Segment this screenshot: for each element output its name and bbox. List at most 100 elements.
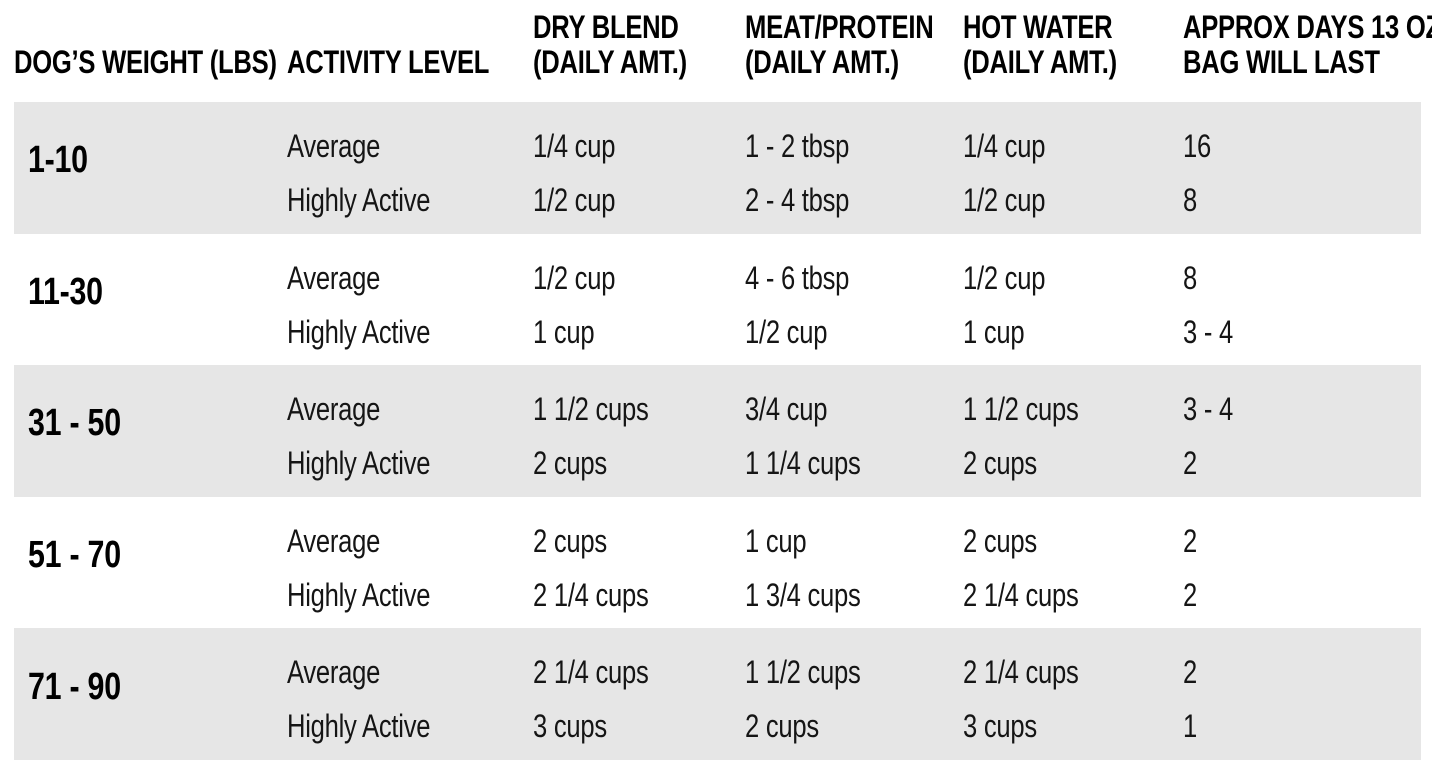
table-row: 51 - 70 Average Highly Active 2 cups 2 1…: [14, 497, 1421, 629]
weight-range: 1-10: [28, 139, 88, 182]
weight-range-cell: 51 - 70: [14, 497, 287, 629]
dry-blend-amount: 1 cup: [533, 313, 595, 350]
hot-water-cell: 1/2 cup 1 cup: [963, 234, 1183, 366]
days-cell: 2 2: [1183, 497, 1421, 629]
meat-protein-cell: 1 cup 1 3/4 cups: [745, 497, 963, 629]
meat-protein-amount: 2 cups: [745, 708, 819, 745]
meat-protein-amount: 1 1/2 cups: [745, 654, 861, 691]
dry-blend-cell: 1/4 cup 1/2 cup: [533, 102, 745, 234]
meat-protein-amount: 1/2 cup: [745, 313, 828, 350]
column-header-line: DRY BLEND: [533, 9, 679, 45]
column-header-activity-level: ACTIVITY LEVEL: [287, 10, 533, 102]
meat-protein-cell: 1 - 2 tbsp 2 - 4 tbsp: [745, 102, 963, 234]
dry-blend-amount: 2 cups: [533, 522, 607, 559]
column-header-line: DOG’S WEIGHT (LBS): [14, 44, 277, 80]
days-bag-lasts: 2: [1183, 576, 1197, 613]
column-header-meat-protein: MEAT/PROTEIN (DAILY AMT.): [745, 10, 963, 102]
hot-water-amount: 1/2 cup: [963, 259, 1046, 296]
activity-level: Highly Active: [287, 313, 431, 350]
column-header-line: (DAILY AMT.): [533, 44, 687, 80]
activity-cell: Average Highly Active: [287, 497, 533, 629]
column-header-line: HOT WATER: [963, 9, 1113, 45]
days-cell: 16 8: [1183, 102, 1421, 234]
meat-protein-amount: 4 - 6 tbsp: [745, 259, 850, 296]
activity-level: Average: [287, 259, 381, 296]
weight-range: 31 - 50: [28, 402, 121, 445]
hot-water-amount: 2 cups: [963, 522, 1037, 559]
dry-blend-amount: 1/2 cup: [533, 259, 616, 296]
hot-water-amount: 1/4 cup: [963, 128, 1046, 164]
hot-water-amount: 2 cups: [963, 445, 1037, 482]
weight-range: 51 - 70: [28, 534, 121, 577]
dry-blend-amount: 1/4 cup: [533, 128, 616, 164]
hot-water-amount: 2 1/4 cups: [963, 654, 1079, 691]
activity-level: Highly Active: [287, 708, 431, 745]
hot-water-amount: 1 cup: [963, 313, 1025, 350]
dry-blend-cell: 2 cups 2 1/4 cups: [533, 497, 745, 629]
meat-protein-amount: 1 3/4 cups: [745, 576, 861, 613]
column-header-line: (DAILY AMT.): [963, 44, 1117, 80]
activity-cell: Average Highly Active: [287, 234, 533, 366]
days-bag-lasts: 1: [1183, 708, 1197, 745]
activity-cell: Average Highly Active: [287, 628, 533, 760]
dry-blend-cell: 1/2 cup 1 cup: [533, 234, 745, 366]
meat-protein-cell: 4 - 6 tbsp 1/2 cup: [745, 234, 963, 366]
column-header-hot-water: HOT WATER (DAILY AMT.): [963, 10, 1183, 102]
meat-protein-cell: 3/4 cup 1 1/4 cups: [745, 365, 963, 497]
hot-water-cell: 1/4 cup 1/2 cup: [963, 102, 1183, 234]
column-header-line: ACTIVITY LEVEL: [287, 44, 490, 80]
dry-blend-amount: 2 1/4 cups: [533, 654, 649, 691]
column-header-dry-blend: DRY BLEND (DAILY AMT.): [533, 10, 745, 102]
days-bag-lasts: 3 - 4: [1183, 313, 1233, 350]
days-bag-lasts: 3 - 4: [1183, 391, 1233, 428]
dry-blend-amount: 1 1/2 cups: [533, 391, 649, 428]
column-header-dogs-weight: DOG’S WEIGHT (LBS): [14, 10, 287, 102]
activity-cell: Average Highly Active: [287, 102, 533, 234]
weight-range: 11-30: [28, 270, 103, 313]
dry-blend-cell: 2 1/4 cups 3 cups: [533, 628, 745, 760]
hot-water-amount: 3 cups: [963, 708, 1037, 745]
column-header-line: (DAILY AMT.): [745, 44, 899, 80]
column-header-line: MEAT/PROTEIN: [745, 9, 934, 45]
dry-blend-cell: 1 1/2 cups 2 cups: [533, 365, 745, 497]
activity-level: Average: [287, 654, 381, 691]
activity-level: Highly Active: [287, 445, 431, 482]
column-header-approx-days: APPROX DAYS 13 OZ BAG WILL LAST: [1183, 10, 1432, 102]
activity-level: Average: [287, 391, 381, 428]
meat-protein-amount: 1 cup: [745, 522, 807, 559]
days-cell: 2 1: [1183, 628, 1421, 760]
column-header-line: APPROX DAYS 13 OZ: [1183, 9, 1432, 45]
activity-level: Average: [287, 522, 381, 559]
days-bag-lasts: 8: [1183, 182, 1197, 218]
weight-range-cell: 1-10: [14, 102, 287, 234]
days-bag-lasts: 16: [1183, 128, 1211, 164]
weight-range-cell: 31 - 50: [14, 365, 287, 497]
hot-water-cell: 2 1/4 cups 3 cups: [963, 628, 1183, 760]
days-bag-lasts: 2: [1183, 522, 1197, 559]
activity-level: Average: [287, 128, 381, 164]
meat-protein-amount: 3/4 cup: [745, 391, 828, 428]
meat-protein-cell: 1 1/2 cups 2 cups: [745, 628, 963, 760]
hot-water-amount: 2 1/4 cups: [963, 576, 1079, 613]
activity-level: Highly Active: [287, 576, 431, 613]
dry-blend-amount: 2 1/4 cups: [533, 576, 649, 613]
table-row: 1-10 Average Highly Active 1/4 cup 1/2 c…: [14, 102, 1421, 234]
days-bag-lasts: 2: [1183, 445, 1197, 482]
weight-range: 71 - 90: [28, 665, 121, 708]
weight-range-cell: 11-30: [14, 234, 287, 366]
days-cell: 3 - 4 2: [1183, 365, 1421, 497]
days-bag-lasts: 2: [1183, 654, 1197, 691]
table-row: 11-30 Average Highly Active 1/2 cup 1 cu…: [14, 234, 1421, 366]
hot-water-cell: 2 cups 2 1/4 cups: [963, 497, 1183, 629]
weight-range-cell: 71 - 90: [14, 628, 287, 760]
table-row: 31 - 50 Average Highly Active 1 1/2 cups…: [14, 365, 1421, 497]
hot-water-amount: 1 1/2 cups: [963, 391, 1079, 428]
meat-protein-amount: 1 1/4 cups: [745, 445, 861, 482]
activity-cell: Average Highly Active: [287, 365, 533, 497]
column-header-line: BAG WILL LAST: [1183, 44, 1380, 80]
hot-water-amount: 1/2 cup: [963, 182, 1046, 218]
meat-protein-amount: 1 - 2 tbsp: [745, 128, 850, 164]
days-cell: 8 3 - 4: [1183, 234, 1421, 366]
hot-water-cell: 1 1/2 cups 2 cups: [963, 365, 1183, 497]
